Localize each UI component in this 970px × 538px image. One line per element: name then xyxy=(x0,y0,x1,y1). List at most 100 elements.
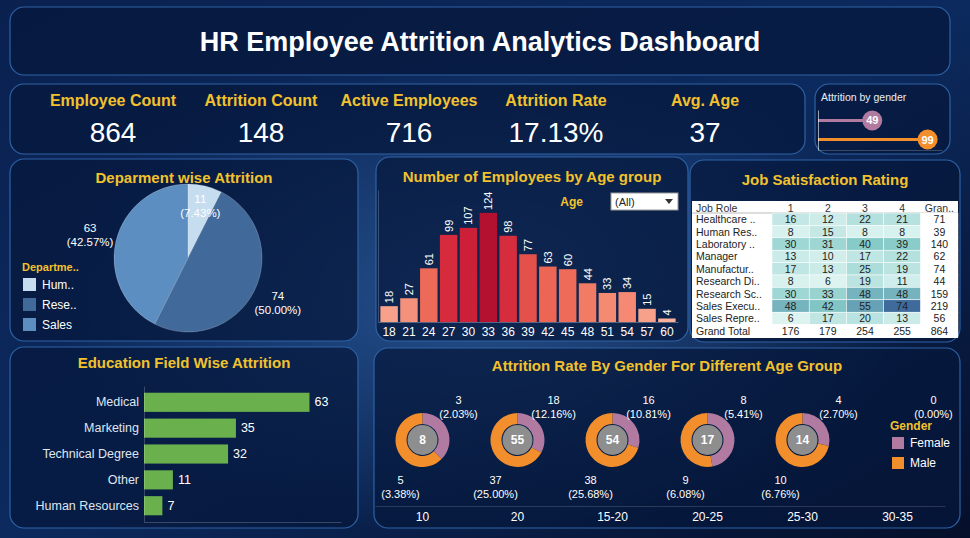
age-bars xyxy=(380,213,675,322)
kpi-value: 148 xyxy=(238,117,285,148)
x-axis-tick-label: 20-25 xyxy=(692,510,723,524)
bar xyxy=(480,213,497,322)
table-cell xyxy=(884,238,921,250)
x-axis-tick-label: 24 xyxy=(422,325,436,339)
data-label: 33 xyxy=(601,278,613,290)
x-axis-tick: 54 xyxy=(621,322,635,339)
bar xyxy=(420,268,437,322)
x-axis-tick-label: 54 xyxy=(621,325,635,339)
cell-value: 8 xyxy=(899,226,905,238)
chart-title: Job Satisfaction Rating xyxy=(742,171,909,188)
donut xyxy=(491,413,545,467)
table-cell xyxy=(846,213,883,225)
x-axis-tick-label: 10 xyxy=(416,510,430,524)
bar xyxy=(380,306,397,322)
cell-value: 12 xyxy=(822,213,834,225)
x-axis-tick-label: 25-30 xyxy=(787,510,818,524)
chart-title: Attrition Rate By Gender For Different A… xyxy=(492,357,842,374)
y-axis-tick: Other xyxy=(108,473,144,487)
dashboard: HR Employee Attrition Analytics Dashboar… xyxy=(0,0,970,538)
data-label-line: (2.03%) xyxy=(439,408,478,420)
donut-center xyxy=(788,425,818,455)
table-cell xyxy=(846,312,883,324)
donut-total: 14 xyxy=(796,433,810,447)
chart-title: Number of Employees by Age group xyxy=(403,168,662,185)
donut-marks xyxy=(396,413,898,467)
x-axis-line xyxy=(379,322,679,323)
dropdown-value: (All) xyxy=(615,196,635,208)
cell-value: 74 xyxy=(934,263,946,275)
cell-value: 71 xyxy=(934,213,946,225)
x-axis-tick-label: 15-20 xyxy=(597,510,628,524)
table-cell xyxy=(809,312,846,324)
table-cell xyxy=(772,225,809,237)
cell-value: 56 xyxy=(934,312,946,324)
x-axis-tick: 36 xyxy=(501,322,515,339)
table-cell xyxy=(809,287,846,299)
cell-value: 62 xyxy=(934,250,946,262)
data-label-line: (10.81%) xyxy=(626,408,671,420)
x-axis-tick: 42 xyxy=(541,322,555,339)
x-axis-tick: 24 xyxy=(422,322,436,339)
data-label-line: 74 xyxy=(271,290,284,302)
x-axis-tick: 30-35 xyxy=(882,506,913,524)
bar xyxy=(559,269,576,322)
x-axis-line xyxy=(819,150,943,151)
dropdown-arrow[interactable] xyxy=(665,199,673,204)
gender-panel xyxy=(815,84,950,154)
cell-value: 22 xyxy=(896,250,908,262)
y-axis-tick-label: Medical xyxy=(96,395,139,409)
donut-labels: 8555417143(2.03%)18(12.16%)16(10.81%)8(5… xyxy=(381,394,953,500)
cell-value: 19 xyxy=(859,275,871,287)
data-label-line: 8 xyxy=(740,394,746,406)
legend-swatch xyxy=(892,437,904,449)
data-label: 8(5.41%) xyxy=(724,394,763,420)
data-label: 34 xyxy=(621,277,633,289)
x-axis-tick-label: 30-35 xyxy=(882,510,913,524)
data-label: 35 xyxy=(241,421,255,435)
y-axis-line xyxy=(144,387,145,523)
cell-value: 25 xyxy=(859,263,871,275)
bar xyxy=(638,309,655,322)
data-label: 63 xyxy=(542,251,554,263)
table-cell xyxy=(772,213,809,225)
table-cell xyxy=(884,300,921,312)
x-axis-tick: 48 xyxy=(581,322,595,339)
table-header: Job Role xyxy=(696,202,738,214)
cell-value: 254 xyxy=(856,325,874,337)
cell-value: 864 xyxy=(931,325,949,337)
lollipop-head xyxy=(862,110,882,130)
data-label: 4(2.70%) xyxy=(819,394,858,420)
donut-total: 17 xyxy=(701,433,715,447)
data-label-line: 18 xyxy=(547,394,559,406)
bar xyxy=(144,393,309,412)
bar xyxy=(400,298,417,322)
x-axis-line xyxy=(145,522,342,523)
education-bars xyxy=(144,393,309,516)
cell-value: 31 xyxy=(822,238,834,250)
table-cell xyxy=(809,325,846,337)
filter-dropdown[interactable]: (All) xyxy=(611,193,678,210)
data-label-line: (6.08%) xyxy=(666,488,705,500)
cell-value: 16 xyxy=(785,213,797,225)
donut-panel xyxy=(374,348,960,528)
data-label: 4 xyxy=(661,309,673,315)
cell-value: 44 xyxy=(934,275,946,287)
data-label: 49 xyxy=(866,114,878,126)
row-label: Healthcare .. xyxy=(696,213,756,225)
data-label-line: (6.76%) xyxy=(761,488,800,500)
x-axis: 182124273033363942454851545760 xyxy=(379,322,679,339)
background xyxy=(0,0,970,538)
data-label: 63 xyxy=(314,395,328,409)
y-axis-tick: Human Resources xyxy=(35,499,144,513)
bar xyxy=(144,444,228,463)
x-axis-tick: 10 xyxy=(416,506,430,524)
dropdown-box[interactable] xyxy=(611,193,678,210)
donut-total: 8 xyxy=(419,433,426,447)
y-axis xyxy=(818,111,820,151)
data-label-line: (50.00%) xyxy=(255,304,302,316)
data-label-line: 16 xyxy=(642,394,654,406)
row-label: Manufactur.. xyxy=(696,263,754,275)
y-axis-tick: Medical xyxy=(96,395,144,409)
cell-value: 13 xyxy=(896,312,908,324)
